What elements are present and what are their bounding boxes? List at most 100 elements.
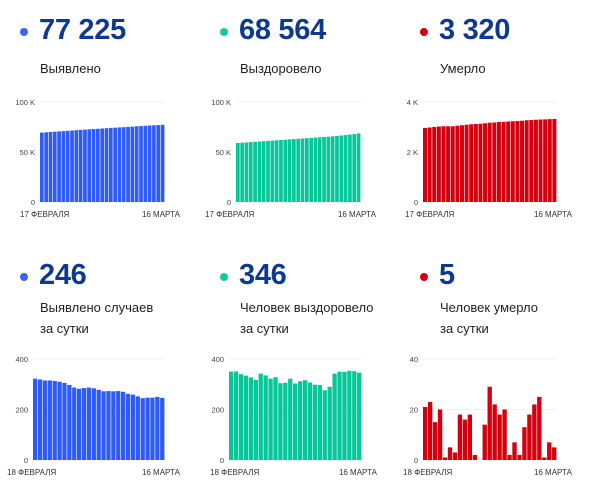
bar [447, 447, 453, 461]
bar [542, 457, 547, 460]
bar [552, 119, 557, 202]
y-tick-label: 40 [410, 355, 418, 364]
bar [533, 119, 538, 202]
bar [139, 126, 143, 202]
stat-label-line: за сутки [440, 321, 489, 336]
bar [293, 383, 298, 460]
bar [464, 124, 469, 202]
bar [441, 126, 446, 202]
bar [145, 397, 150, 460]
y-tick-label: 100 K [15, 98, 35, 107]
bar [302, 380, 308, 460]
stat-row: 5 [420, 259, 455, 292]
y-tick-label: 20 [410, 406, 418, 415]
x-start-label: 18 ФЕВРАЛЯ [7, 468, 56, 477]
bar [297, 381, 303, 460]
bar [152, 125, 156, 202]
y-tick-label: 4 K [407, 98, 418, 107]
bar [515, 121, 520, 202]
bar [72, 387, 77, 460]
bar [160, 397, 165, 460]
card-recovered-total: 68 564 Выздоровело 0 50 K 100 K 17 ФЕВРАЛЯ 1… [200, 0, 400, 245]
bar [497, 414, 502, 460]
bar [116, 391, 121, 460]
bar [469, 124, 474, 202]
stat-label-line: Выявлено случаев [40, 300, 154, 315]
bar [261, 141, 266, 202]
bar [312, 384, 318, 460]
bar [427, 401, 433, 460]
bar [243, 375, 249, 460]
x-start-label: 17 ФЕВРАЛЯ [20, 210, 69, 219]
bar [121, 127, 126, 202]
stat-label-line: Выздоровело [240, 61, 322, 76]
card-detected-daily: 246 Выявлено случаев за сутки 0 200 400 18 … [0, 245, 200, 495]
stat-value: 77 225 [39, 14, 126, 46]
bar [483, 123, 488, 202]
x-start-label: 18 ФЕВРАЛЯ [210, 468, 259, 477]
bar [507, 454, 512, 460]
bar [423, 128, 428, 202]
stat-value: 68 564 [239, 14, 326, 46]
bar [160, 124, 165, 202]
bar [510, 121, 515, 202]
bar [442, 457, 448, 460]
bar [467, 414, 473, 460]
bar [552, 447, 557, 461]
bar [423, 406, 428, 460]
bar [520, 120, 525, 202]
bar [121, 391, 126, 460]
bar [40, 132, 44, 202]
chart-detected-daily: 0 200 400 18 ФЕВРАЛЯ 16 МАРТА [7, 355, 181, 477]
bar [258, 373, 263, 460]
bar [143, 125, 148, 202]
bar [287, 139, 292, 202]
x-end-label: 16 МАРТА [142, 210, 181, 219]
bar [77, 388, 82, 460]
bar [130, 394, 136, 460]
bar [278, 383, 283, 460]
y-tick-label: 50 K [216, 148, 231, 157]
bar [279, 140, 283, 202]
bar [37, 379, 43, 460]
bar [257, 141, 262, 202]
chart-detected-total: 0 50 K 100 K 17 ФЕВРАЛЯ 16 МАРТА [15, 98, 181, 219]
bar [501, 121, 506, 202]
chart-recovered-total: 0 50 K 100 K 17 ФЕВРАЛЯ 16 МАРТА [205, 98, 377, 219]
bar [91, 129, 96, 202]
stat-label: Человек умерло за сутки [440, 297, 538, 339]
stat-label-line: Человек выздоровело [240, 300, 374, 315]
bar [432, 127, 437, 202]
stat-label-line: Человек умерло [440, 300, 538, 315]
bar [326, 136, 331, 202]
bar [524, 120, 529, 202]
x-end-label: 16 МАРТА [534, 210, 573, 219]
bar [538, 119, 543, 202]
y-tick-label: 50 K [20, 148, 35, 157]
y-tick-label: 100 K [211, 98, 231, 107]
y-tick-label: 2 K [407, 148, 418, 157]
bar [342, 371, 347, 460]
bar [86, 387, 92, 460]
stat-value: 346 [239, 259, 287, 291]
bar [101, 391, 106, 460]
x-end-label: 16 МАРТА [338, 210, 377, 219]
bar [347, 370, 352, 460]
bar [229, 371, 234, 461]
bar [446, 126, 451, 202]
y-tick-label: 0 [24, 456, 28, 465]
bar [357, 372, 362, 460]
bar [283, 382, 288, 460]
bar [236, 143, 240, 202]
bar [48, 132, 53, 202]
bar [522, 427, 527, 460]
bar [300, 138, 305, 202]
bar [83, 129, 87, 202]
y-tick-label: 200 [15, 406, 28, 415]
bar [155, 396, 160, 461]
y-tick-label: 0 [414, 456, 418, 465]
bar [502, 409, 507, 460]
bar [547, 442, 552, 460]
bar [106, 391, 111, 460]
legend-dot-icon [420, 272, 428, 281]
